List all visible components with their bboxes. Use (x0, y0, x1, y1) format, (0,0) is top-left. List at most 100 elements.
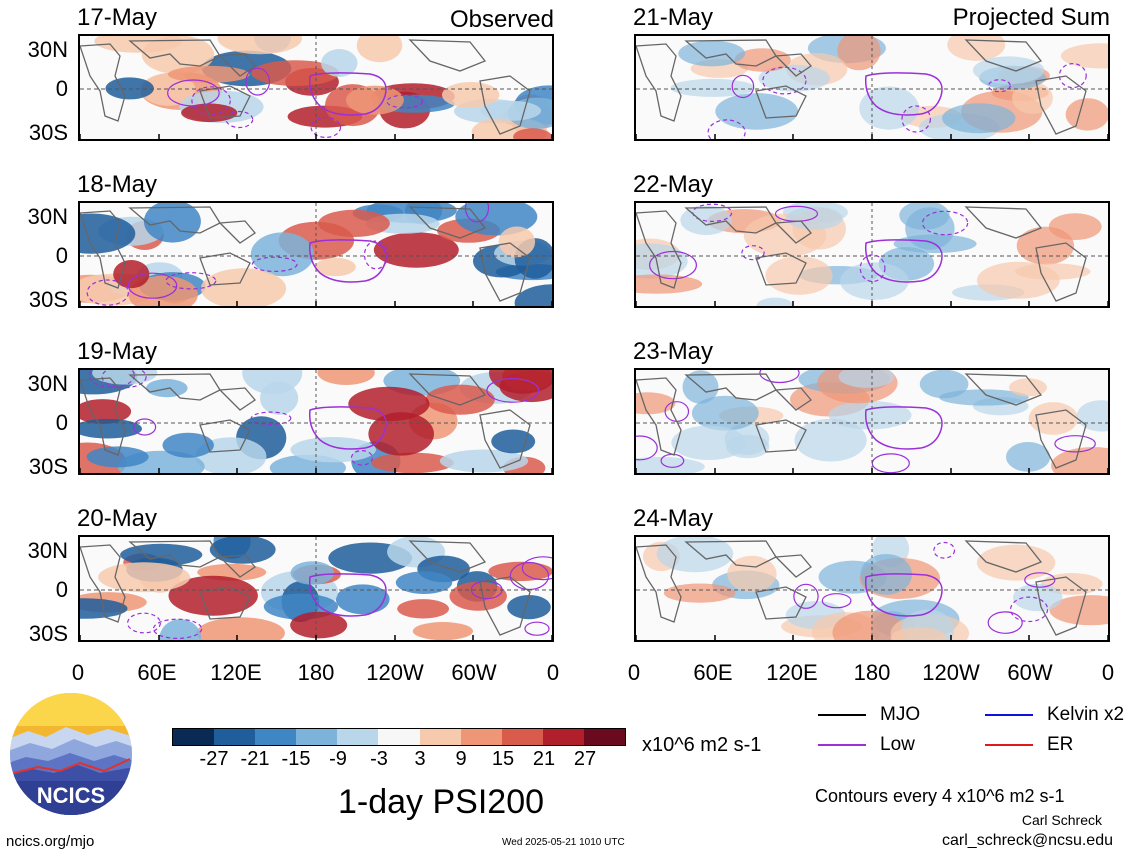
low-contour (250, 411, 292, 426)
low-contour (225, 110, 254, 129)
anomaly-blob (859, 86, 919, 130)
low-contour (762, 66, 807, 95)
coastline (408, 540, 487, 573)
coastline (408, 373, 487, 406)
low-contour (864, 239, 943, 283)
colorbar-swatch (173, 729, 215, 745)
anomaly-blob (899, 203, 950, 230)
colorbar-swatch (378, 729, 420, 745)
coastline (128, 540, 221, 568)
coastline (684, 540, 777, 568)
anomaly-blob (838, 370, 895, 388)
y-tick-30n: 30N (27, 371, 68, 396)
low-contour (521, 556, 552, 581)
low-contour (636, 435, 658, 461)
x-tick-60e: 60E (693, 660, 733, 685)
low-contour (901, 105, 931, 133)
low-contour (1054, 435, 1096, 453)
anomaly-blob (513, 128, 552, 139)
x-tick-120w: 120W (922, 660, 980, 685)
legend-label: Kelvin x2 (1047, 704, 1125, 725)
panel-date-label: 19-May (77, 338, 158, 365)
coastline (408, 39, 487, 72)
low-contour (386, 94, 424, 109)
anomaly-blob (80, 418, 142, 439)
anomaly-blob (348, 386, 430, 422)
low-contour (524, 621, 550, 636)
map-panel-24-may (634, 535, 1110, 642)
colorbar-label: -27 (199, 748, 229, 770)
coastline (1035, 242, 1087, 302)
colorbar-swatch (419, 729, 461, 745)
anomaly-blob (715, 93, 799, 130)
anomaly-blob (972, 56, 1045, 84)
colorbar-swatch (296, 729, 338, 745)
legend-line-er (985, 744, 1033, 746)
anomaly-blob (678, 40, 746, 67)
anomaly-blob (947, 36, 1006, 61)
map-panel-19-may (78, 368, 554, 475)
x-tick-0: 0 (71, 660, 85, 685)
site-link[interactable]: ncics.org/mjo (6, 833, 95, 850)
legend-label: Low (880, 734, 915, 755)
anomaly-blob (290, 437, 376, 463)
anomaly-blob (691, 395, 759, 431)
colorbar-label: 15 (491, 748, 515, 770)
coastline (964, 373, 1043, 406)
x-tick-180: 180 (297, 660, 335, 685)
anomaly-blob (727, 555, 777, 592)
coastline (684, 39, 777, 67)
low-contour (464, 203, 490, 223)
legend-label: ER (1047, 734, 1074, 755)
anomaly-blob (758, 64, 830, 92)
low-contour (133, 418, 157, 436)
anomaly-blob (113, 260, 150, 289)
legend-line-low (818, 744, 866, 746)
anomaly-blob (1013, 583, 1063, 612)
coastline (636, 544, 682, 623)
anomaly-blob (1009, 378, 1047, 397)
low-contour (165, 272, 217, 290)
colorbar-swatch (501, 729, 543, 745)
anomaly-blob (1060, 43, 1108, 69)
panel-date-label: 18-May (77, 171, 158, 198)
y-tick-eq: 0 (55, 76, 68, 101)
anomaly-blob (1049, 595, 1108, 626)
anomaly-blob (80, 213, 136, 254)
anomaly-blob (260, 381, 299, 415)
author-email[interactable]: carl_schreck@ncsu.edu (942, 832, 1113, 849)
anomaly-blob (290, 611, 348, 639)
coastline (199, 252, 251, 286)
contour-note: Contours every 4 x10^6 m2 s-1 (815, 786, 1065, 806)
colorbar-label: -3 (370, 748, 388, 770)
main-title: 1-day PSI200 (338, 783, 545, 821)
coastline (684, 206, 777, 234)
anomaly-blob (373, 232, 459, 268)
low-contour (759, 370, 800, 384)
anomaly-blob (489, 370, 552, 394)
colorbar-label: 9 (455, 748, 467, 770)
low-contour (649, 250, 697, 280)
colorbar-swatch (214, 729, 256, 745)
low-contour (864, 406, 943, 450)
anomaly-blob (942, 103, 1016, 134)
anomaly-blob (636, 274, 703, 294)
low-contour (308, 239, 387, 283)
y-tick-30s: 30S (28, 287, 68, 312)
anomaly-blob (507, 595, 551, 620)
legend-low: Low (818, 734, 915, 756)
legend-er: ER (985, 734, 1073, 756)
low-contour (191, 86, 231, 115)
ncics-logo: NCICS (8, 691, 134, 817)
coastline (964, 206, 1043, 239)
author: Carl Schreck (1021, 812, 1102, 828)
anomaly-blob (162, 432, 214, 458)
coastline (755, 586, 807, 620)
anomaly-blob (397, 599, 449, 619)
anomaly-blob (196, 617, 285, 640)
anomaly-blob (491, 429, 536, 454)
anomaly-blob (514, 284, 552, 306)
anomaly-blob (636, 457, 705, 473)
anomaly-blob (488, 561, 552, 582)
low-contour (126, 612, 161, 634)
